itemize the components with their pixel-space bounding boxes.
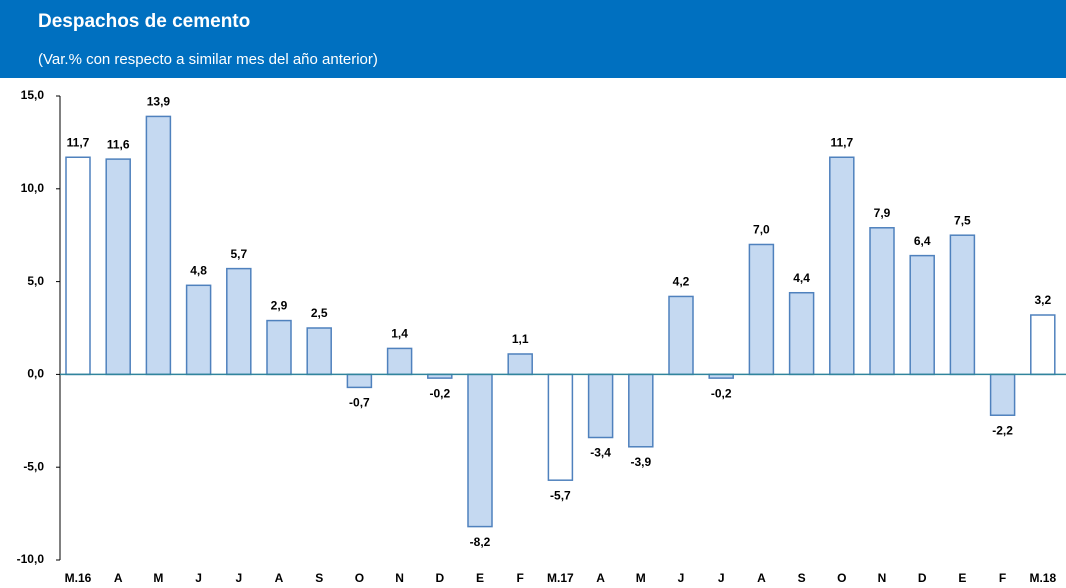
bar bbox=[989, 373, 1016, 416]
value-label: -3,9 bbox=[630, 455, 651, 469]
bar bbox=[226, 267, 252, 376]
bar bbox=[386, 347, 413, 376]
value-label: -5,7 bbox=[550, 488, 571, 502]
x-tick-label: D bbox=[435, 571, 444, 585]
x-tick-label: A bbox=[757, 571, 766, 585]
value-label: 11,6 bbox=[107, 137, 130, 151]
x-tick-label: E bbox=[476, 571, 484, 585]
x-tick-label: A bbox=[275, 571, 284, 585]
y-tick-label: 15,0 bbox=[21, 88, 45, 102]
bar bbox=[788, 291, 815, 376]
value-label: 1,4 bbox=[391, 327, 408, 341]
header-band bbox=[0, 0, 1066, 78]
bar bbox=[467, 373, 493, 528]
bar bbox=[105, 158, 131, 376]
x-tick-label: M bbox=[636, 571, 646, 585]
value-label: 4,2 bbox=[673, 275, 690, 289]
bar bbox=[185, 284, 212, 376]
x-tick-label: E bbox=[958, 571, 966, 585]
x-tick-label: M.18 bbox=[1029, 571, 1056, 585]
value-label: 2,9 bbox=[271, 299, 288, 313]
value-label: 4,8 bbox=[190, 263, 207, 277]
value-label: -8,2 bbox=[470, 535, 491, 549]
x-tick-label: J bbox=[718, 571, 725, 585]
y-tick-label: -5,0 bbox=[23, 459, 44, 473]
x-tick-label: S bbox=[798, 571, 806, 585]
y-tick-label: 5,0 bbox=[27, 274, 44, 288]
value-label: 11,7 bbox=[830, 135, 853, 149]
x-tick-label: J bbox=[195, 571, 202, 585]
x-tick-label: J bbox=[235, 571, 242, 585]
value-label: -2,2 bbox=[992, 423, 1013, 437]
x-tick-label: O bbox=[355, 571, 364, 585]
value-label: 2,5 bbox=[311, 306, 328, 320]
bar bbox=[748, 243, 775, 376]
value-label: 4,4 bbox=[793, 271, 810, 285]
x-tick-label: F bbox=[517, 571, 524, 585]
x-tick-label: A bbox=[114, 571, 123, 585]
bar bbox=[869, 227, 895, 376]
value-label: -0,2 bbox=[711, 386, 732, 400]
bar bbox=[266, 319, 292, 376]
y-tick-label: -10,0 bbox=[17, 552, 45, 566]
x-tick-label: M.17 bbox=[547, 571, 574, 585]
x-tick-label: A bbox=[596, 571, 605, 585]
x-tick-label: N bbox=[878, 571, 887, 585]
y-tick-label: 0,0 bbox=[27, 367, 44, 381]
value-label: 5,7 bbox=[230, 247, 247, 261]
x-tick-label: D bbox=[918, 571, 927, 585]
x-tick-label: J bbox=[678, 571, 685, 585]
bar bbox=[65, 156, 91, 376]
x-tick-label: M.16 bbox=[65, 571, 92, 585]
value-label: -3,4 bbox=[590, 446, 611, 460]
bar bbox=[949, 234, 976, 376]
y-tick-label: 10,0 bbox=[21, 181, 45, 195]
value-label: -0,7 bbox=[349, 396, 370, 410]
value-label: -0,2 bbox=[429, 386, 450, 400]
x-tick-label: N bbox=[395, 571, 404, 585]
value-label: 6,4 bbox=[914, 234, 931, 248]
chart-title: Despachos de cemento bbox=[38, 11, 250, 32]
bar bbox=[145, 115, 172, 376]
chart-subtitle: (Var.% con respecto a similar mes del añ… bbox=[38, 51, 378, 68]
bar bbox=[668, 295, 694, 376]
value-label: 1,1 bbox=[512, 332, 529, 346]
value-label: 7,0 bbox=[753, 223, 770, 237]
bar bbox=[628, 373, 654, 448]
value-label: 3,2 bbox=[1034, 293, 1051, 307]
x-tick-label: M bbox=[153, 571, 163, 585]
bar bbox=[547, 373, 574, 481]
bar bbox=[829, 156, 855, 376]
bar bbox=[909, 254, 935, 376]
x-tick-label: S bbox=[315, 571, 323, 585]
bar bbox=[306, 327, 332, 376]
bar bbox=[346, 373, 373, 389]
bar bbox=[507, 353, 533, 376]
x-tick-label: F bbox=[999, 571, 1006, 585]
value-label: 7,9 bbox=[874, 206, 891, 220]
value-label: 13,9 bbox=[147, 95, 171, 109]
bar bbox=[587, 373, 614, 439]
x-tick-label: O bbox=[837, 571, 846, 585]
bar bbox=[1030, 314, 1056, 376]
value-label: 11,7 bbox=[67, 135, 90, 149]
value-label: 7,5 bbox=[954, 213, 971, 227]
